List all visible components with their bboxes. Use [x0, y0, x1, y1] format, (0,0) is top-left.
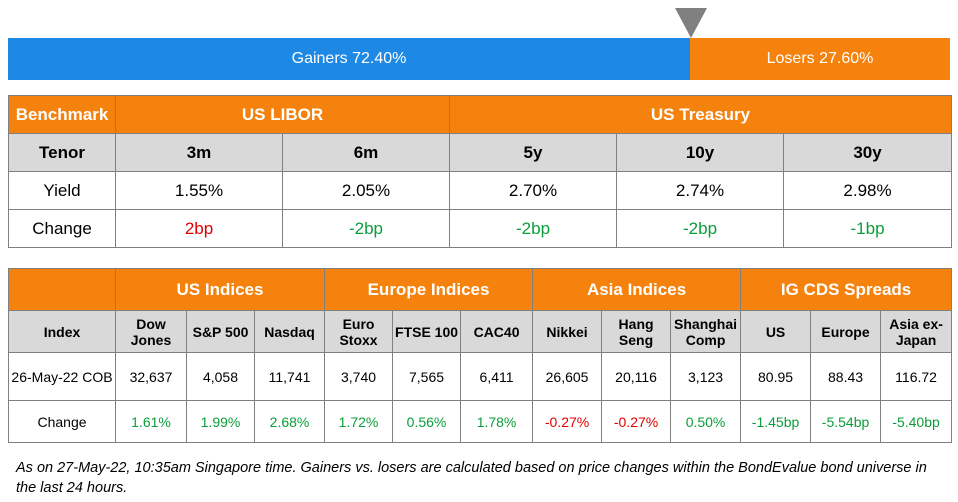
index-name-cell: S&P 500	[186, 310, 255, 353]
index-name-cell: Europe	[810, 310, 882, 353]
change-cell: 2bp	[115, 209, 283, 248]
date-label: 26-May-22 COB	[8, 352, 116, 401]
index-name-cell: Nikkei	[532, 310, 603, 353]
benchmark-header: Benchmark	[8, 95, 116, 134]
gainers-losers-bar: Gainers 72.40% Losers 27.60%	[8, 38, 950, 80]
index-change-cell: 2.68%	[253, 400, 326, 443]
gainers-losers-marker-icon	[675, 8, 707, 38]
index-value-cell: 3,123	[670, 352, 742, 401]
index-name-cell: Euro Stoxx	[324, 310, 394, 353]
index-change-cell: -0.27%	[601, 400, 672, 443]
index-name-cell: US	[740, 310, 812, 353]
index-change-cell: -5.54bp	[810, 400, 882, 443]
europe-indices-header: Europe Indices	[324, 268, 534, 311]
yield-label: Yield	[8, 171, 116, 210]
index-name-cell: Hang Seng	[601, 310, 672, 353]
ig-cds-spreads-header: IG CDS Spreads	[740, 268, 953, 311]
index-change-cell: 1.78%	[460, 400, 534, 443]
index-name-cell: Dow Jones	[115, 310, 187, 353]
index-value-cell: 7,565	[392, 352, 462, 401]
tenor-cell: 10y	[616, 133, 785, 172]
change-label: Change	[8, 209, 116, 248]
index-value-cell: 32,637	[115, 352, 187, 401]
tenor-cell: 5y	[449, 133, 618, 172]
yield-cell: 2.05%	[281, 171, 451, 210]
index-label: Index	[8, 310, 116, 353]
index-change-cell: -5.40bp	[880, 400, 953, 443]
yield-cell: 2.74%	[616, 171, 785, 210]
indices-corner	[8, 268, 116, 311]
index-name-cell: FTSE 100	[392, 310, 462, 353]
index-change-cell: -1.45bp	[740, 400, 812, 443]
index-change-cell: -0.27%	[532, 400, 603, 443]
index-value-cell: 11,741	[253, 352, 326, 401]
index-name-cell: Asia ex-Japan	[880, 310, 953, 353]
indices-table: US Indices Europe Indices Asia Indices I…	[8, 268, 953, 443]
index-name-cell: Shanghai Comp	[670, 310, 742, 353]
change-cell: -2bp	[616, 209, 785, 248]
gainers-segment: Gainers 72.40%	[8, 38, 690, 80]
index-value-cell: 6,411	[460, 352, 534, 401]
tenor-label: Tenor	[8, 133, 116, 172]
change-cell: -2bp	[449, 209, 618, 248]
us-treasury-header: US Treasury	[449, 95, 953, 134]
index-change-cell: 0.50%	[670, 400, 742, 443]
tenor-cell: 6m	[281, 133, 451, 172]
index-change-cell: 1.72%	[324, 400, 394, 443]
change-cell: -1bp	[783, 209, 953, 248]
tenor-cell: 30y	[783, 133, 953, 172]
us-indices-header: US Indices	[114, 268, 326, 311]
losers-label: Losers 27.60%	[766, 50, 874, 67]
index-change-cell: 0.56%	[392, 400, 462, 443]
index-name-cell: CAC40	[460, 310, 534, 353]
change-label: Change	[8, 400, 116, 443]
gainers-label: Gainers 72.40%	[291, 50, 407, 67]
asia-indices-header: Asia Indices	[532, 268, 742, 311]
yield-cell: 2.70%	[449, 171, 618, 210]
index-value-cell: 80.95	[740, 352, 812, 401]
footnote: As on 27-May-22, 10:35am Singapore time.…	[16, 460, 927, 496]
index-value-cell: 88.43	[810, 352, 882, 401]
index-value-cell: 20,116	[601, 352, 672, 401]
index-value-cell: 3,740	[324, 352, 394, 401]
rates-table: Benchmark US LIBOR US Treasury Tenor 3m …	[8, 95, 953, 248]
index-name-cell: Nasdaq	[253, 310, 326, 353]
change-cell: -2bp	[281, 209, 451, 248]
index-value-cell: 26,605	[532, 352, 603, 401]
tenor-cell: 3m	[115, 133, 283, 172]
index-change-cell: 1.61%	[115, 400, 187, 443]
us-libor-header: US LIBOR	[114, 95, 451, 134]
index-value-cell: 116.72	[880, 352, 953, 401]
losers-segment: Losers 27.60%	[690, 38, 950, 80]
yield-cell: 2.98%	[783, 171, 953, 210]
index-change-cell: 1.99%	[186, 400, 255, 443]
yield-cell: 1.55%	[115, 171, 283, 210]
index-value-cell: 4,058	[186, 352, 255, 401]
